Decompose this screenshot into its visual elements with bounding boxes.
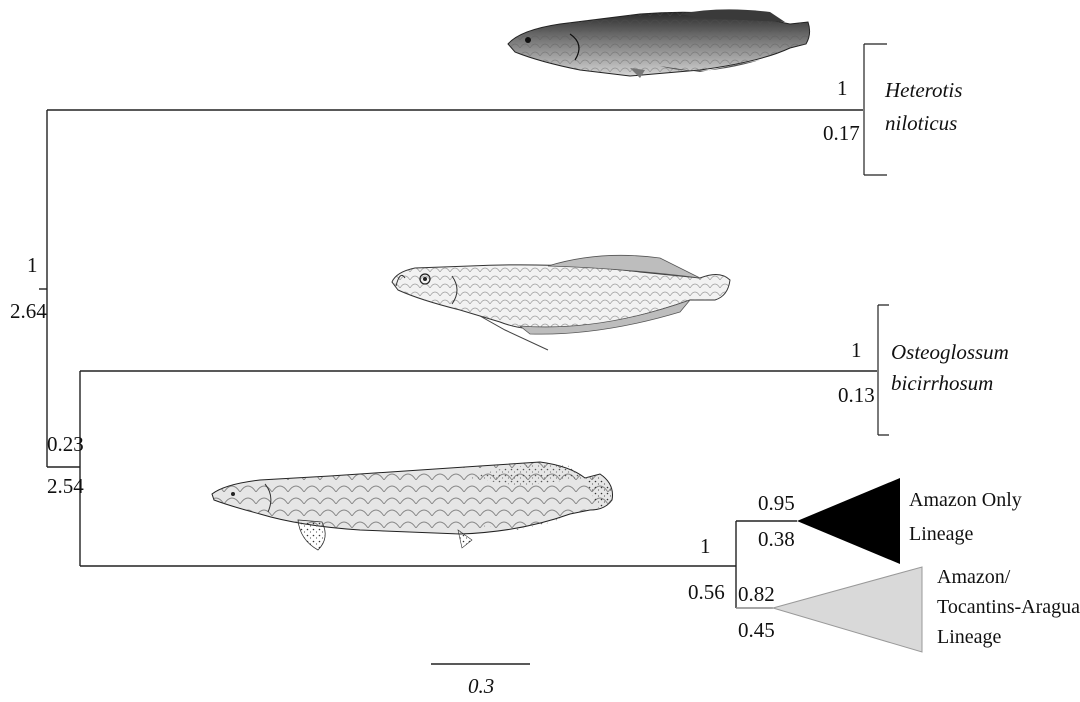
amazon-tocantins-label-line3: Lineage (937, 626, 1002, 648)
arapaima-support-label: 1 (700, 534, 711, 558)
osteoglossum-length-label: 0.13 (838, 383, 875, 407)
heterotis-support-label: 1 (837, 76, 848, 100)
amazon-only-length-label: 0.38 (758, 527, 795, 551)
arapaima-fish-illustration (211, 461, 613, 551)
arowana-fish-illustration (391, 254, 731, 351)
root-length-label: 2.64 (10, 299, 47, 323)
osteoglossum-bracket (877, 304, 889, 436)
amazon-tocantins-clade-triangle (771, 566, 923, 653)
osteoglossum-support-label: 1 (851, 338, 862, 362)
amazon-tocantins-label-line1: Amazon/ (937, 566, 1011, 588)
osteoglossum-name-line2: bicirrhosum (891, 371, 993, 395)
heterotis-name-line1: Heterotis (884, 78, 962, 102)
heterotis-length-label: 0.17 (823, 121, 860, 145)
scale-bar-label: 0.3 (468, 674, 494, 698)
amazon-tocantins-label-line2: Tocantins-Araguaia (937, 596, 1080, 618)
amazon-tocantins-support-label: 0.82 (738, 582, 775, 606)
osteoglossum-name-line1: Osteoglossum (891, 340, 1009, 364)
heterotis-name-line2: niloticus (885, 111, 957, 135)
amazon-tocantins-length-label: 0.45 (738, 618, 775, 642)
amazon-only-clade-triangle (797, 478, 900, 564)
root-support-label: 1 (27, 253, 38, 277)
osteoglossinae-length-label: 2.54 (47, 474, 84, 498)
heterotis-fish-illustration (507, 9, 811, 78)
tree-branches (39, 109, 877, 609)
amazon-only-label-line2: Lineage (909, 523, 974, 545)
amazon-only-label-line1: Amazon Only (909, 489, 1022, 511)
amazon-only-support-label: 0.95 (758, 491, 795, 515)
osteoglossinae-support-label: 0.23 (47, 432, 84, 456)
arapaima-length-label: 0.56 (688, 580, 725, 604)
heterotis-bracket (863, 43, 887, 176)
